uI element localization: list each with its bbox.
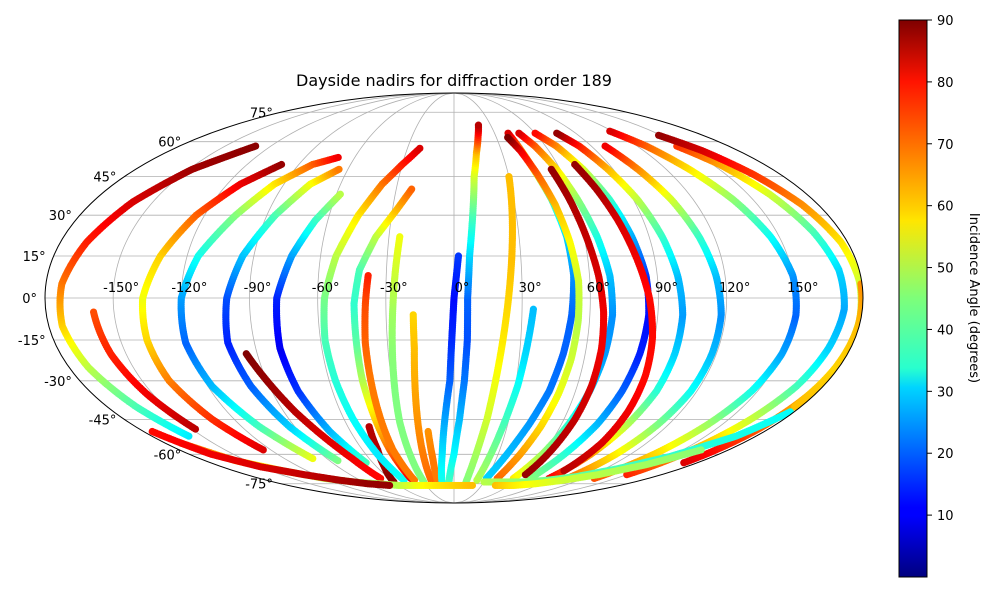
data-point: [474, 121, 483, 129]
data-point: [857, 280, 863, 288]
data-point: [89, 308, 98, 316]
chart-title: Dayside nadirs for diffraction order 189: [296, 71, 612, 90]
data-point: [416, 144, 424, 152]
data-point: [547, 165, 555, 173]
data-point: [252, 142, 260, 150]
data-point: [377, 474, 385, 483]
data-point: [655, 131, 663, 139]
data-point: [365, 423, 373, 431]
data-point: [529, 305, 538, 313]
data-point: [424, 427, 432, 436]
data-point: [606, 127, 614, 135]
data-point: [553, 129, 561, 137]
data-tracks: [56, 121, 863, 490]
data-point: [335, 165, 343, 173]
data-point: [571, 160, 579, 169]
data-point: [396, 233, 404, 241]
data-point: [504, 133, 512, 142]
data-point: [515, 129, 523, 137]
data-point: [454, 252, 463, 260]
data-point: [277, 160, 286, 169]
data-point: [531, 129, 539, 137]
data-point: [336, 190, 344, 198]
data-point: [468, 481, 476, 490]
data-point: [385, 481, 394, 490]
data-point: [409, 311, 417, 319]
data-point: [364, 271, 372, 280]
data-point: [334, 153, 342, 162]
data-point: [601, 142, 609, 150]
data-point: [505, 173, 513, 181]
data-point: [408, 185, 416, 193]
